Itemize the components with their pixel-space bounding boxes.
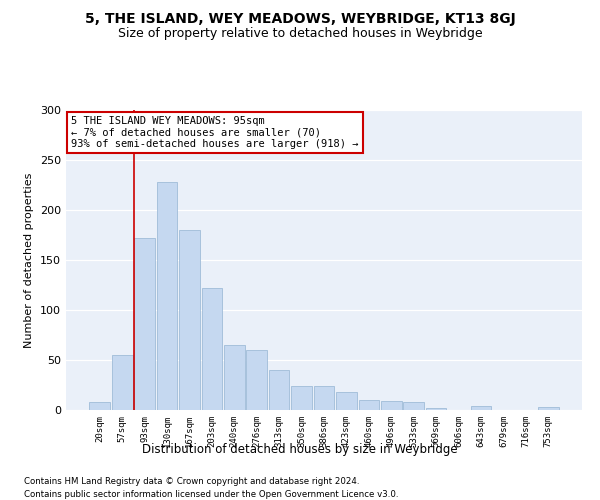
Bar xyxy=(112,355,133,410)
Bar xyxy=(470,406,491,410)
Bar xyxy=(157,182,178,410)
Text: Distribution of detached houses by size in Weybridge: Distribution of detached houses by size … xyxy=(142,442,458,456)
Bar xyxy=(269,370,289,410)
Bar xyxy=(202,288,222,410)
Text: 5, THE ISLAND, WEY MEADOWS, WEYBRIDGE, KT13 8GJ: 5, THE ISLAND, WEY MEADOWS, WEYBRIDGE, K… xyxy=(85,12,515,26)
Bar xyxy=(247,350,267,410)
Text: Contains HM Land Registry data © Crown copyright and database right 2024.: Contains HM Land Registry data © Crown c… xyxy=(24,478,359,486)
Bar xyxy=(381,401,401,410)
Bar xyxy=(134,238,155,410)
Bar xyxy=(336,392,357,410)
Bar xyxy=(314,386,334,410)
Bar xyxy=(538,407,559,410)
Bar xyxy=(359,400,379,410)
Bar xyxy=(426,408,446,410)
Y-axis label: Number of detached properties: Number of detached properties xyxy=(25,172,34,348)
Bar xyxy=(403,402,424,410)
Bar xyxy=(291,386,312,410)
Bar xyxy=(179,230,200,410)
Text: Contains public sector information licensed under the Open Government Licence v3: Contains public sector information licen… xyxy=(24,490,398,499)
Text: 5 THE ISLAND WEY MEADOWS: 95sqm
← 7% of detached houses are smaller (70)
93% of : 5 THE ISLAND WEY MEADOWS: 95sqm ← 7% of … xyxy=(71,116,359,149)
Text: Size of property relative to detached houses in Weybridge: Size of property relative to detached ho… xyxy=(118,28,482,40)
Bar xyxy=(224,345,245,410)
Bar xyxy=(89,402,110,410)
